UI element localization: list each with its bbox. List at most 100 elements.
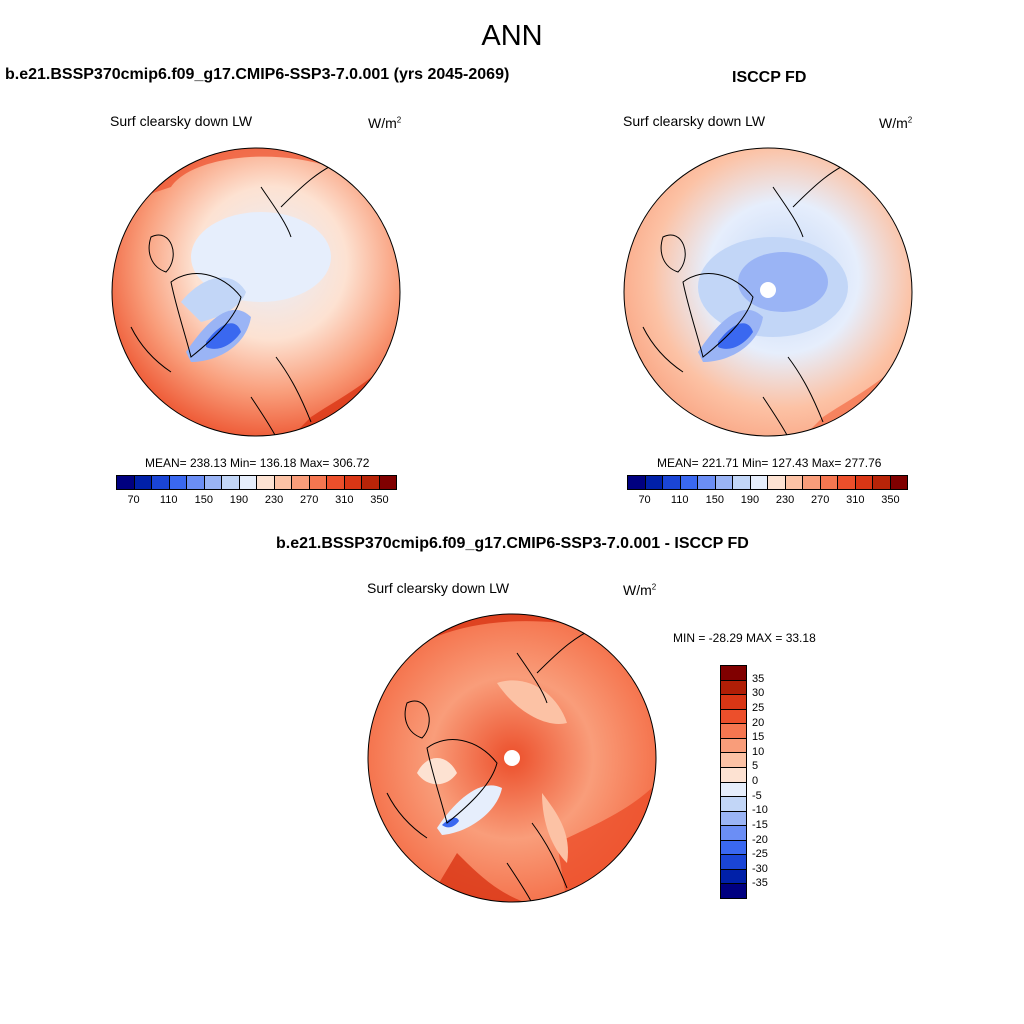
diff-panel-colorbar bbox=[720, 665, 747, 899]
colorbar-swatch bbox=[169, 476, 187, 489]
colorbar-swatch bbox=[721, 811, 746, 827]
colorbar-swatch bbox=[803, 476, 821, 489]
colorbar-tick-label: 150 bbox=[194, 494, 213, 506]
panel-2-colorbar bbox=[627, 475, 908, 490]
panel-2-stats: MEAN= 221.71 Min= 127.43 Max= 277.76 bbox=[657, 456, 882, 470]
colorbar-tick-label: 10 bbox=[752, 745, 765, 758]
panel-1-polar-map bbox=[111, 147, 401, 437]
colorbar-tick-label: 70 bbox=[638, 494, 651, 506]
diff-panel-units: W/m2 bbox=[623, 582, 657, 598]
colorbar-swatch bbox=[785, 476, 803, 489]
diff-panel-colorbar-ticks: 35 30 25 20 15 10 5 0 -5 -10 -15 -20 -25 -30 -35 bbox=[752, 665, 792, 899]
season-title: ANN bbox=[481, 20, 543, 52]
colorbar-swatch bbox=[327, 476, 345, 489]
colorbar-swatch bbox=[187, 476, 205, 489]
colorbar-swatch bbox=[257, 476, 275, 489]
colorbar-swatch bbox=[680, 476, 698, 489]
colorbar-swatch bbox=[698, 476, 716, 489]
colorbar-tick-label: -20 bbox=[752, 833, 768, 846]
colorbar-tick-label: 310 bbox=[335, 494, 354, 506]
colorbar-tick-label: -15 bbox=[752, 818, 768, 831]
colorbar-tick-label: 350 bbox=[370, 494, 389, 506]
colorbar-swatch bbox=[344, 476, 362, 489]
panel-2-variable: Surf clearsky down LW bbox=[623, 113, 766, 129]
colorbar-swatch bbox=[721, 855, 746, 870]
colorbar-tick-label: -30 bbox=[752, 862, 768, 875]
colorbar-swatch bbox=[721, 869, 746, 885]
colorbar-swatch bbox=[721, 884, 746, 898]
colorbar-swatch bbox=[379, 476, 396, 489]
colorbar-swatch bbox=[645, 476, 663, 489]
colorbar-swatch bbox=[733, 476, 751, 489]
colorbar-tick-label: 150 bbox=[705, 494, 724, 506]
colorbar-swatch bbox=[721, 767, 746, 783]
colorbar-tick-label: 110 bbox=[670, 494, 689, 506]
panel-1-units: W/m2 bbox=[368, 115, 402, 131]
colorbar-tick-label: 0 bbox=[752, 775, 759, 787]
colorbar-tick-label: 70 bbox=[127, 494, 140, 506]
colorbar-swatch bbox=[721, 695, 746, 710]
colorbar-tick-label: -35 bbox=[752, 877, 768, 890]
colorbar-swatch bbox=[134, 476, 152, 489]
colorbar-tick-label: -25 bbox=[752, 848, 768, 861]
panel-2-colorbar-ticks: 70 110 150 190 230 270 310 350 bbox=[627, 494, 908, 510]
colorbar-swatch bbox=[274, 476, 292, 489]
colorbar-tick-label: 190 bbox=[229, 494, 249, 506]
colorbar-swatch bbox=[239, 476, 257, 489]
colorbar-tick-label: 15 bbox=[752, 731, 765, 744]
colorbar-tick-label: 230 bbox=[775, 494, 795, 506]
colorbar-tick-label: 270 bbox=[300, 494, 319, 506]
diff-panel-title: b.e21.BSSP370cmip6.f09_g17.CMIP6-SSP3-7.… bbox=[276, 535, 749, 552]
colorbar-tick-label: -5 bbox=[752, 789, 762, 802]
panel-2-units: W/m2 bbox=[879, 115, 913, 131]
colorbar-swatch bbox=[768, 476, 786, 489]
colorbar-tick-label: 5 bbox=[752, 760, 759, 773]
colorbar-swatch bbox=[309, 476, 327, 489]
panel-1-variable: Surf clearsky down LW bbox=[110, 113, 253, 129]
colorbar-tick-label: 30 bbox=[752, 687, 765, 700]
colorbar-swatch bbox=[838, 476, 856, 489]
colorbar-tick-label: 310 bbox=[846, 494, 865, 506]
colorbar-tick-label: 230 bbox=[264, 494, 284, 506]
colorbar-swatch bbox=[890, 476, 907, 489]
colorbar-swatch bbox=[721, 666, 746, 681]
colorbar-tick-label: 20 bbox=[752, 716, 765, 729]
panel-1-title: b.e21.BSSP370cmip6.f09_g17.CMIP6-SSP3-7.… bbox=[5, 66, 510, 83]
diff-panel-variable: Surf clearsky down LW bbox=[367, 580, 510, 596]
colorbar-swatch bbox=[663, 476, 681, 489]
colorbar-tick-label: -10 bbox=[752, 804, 768, 817]
colorbar-swatch bbox=[873, 476, 891, 489]
colorbar-tick-label: 350 bbox=[881, 494, 900, 506]
panel-2-title: ISCCP FD bbox=[732, 69, 807, 86]
colorbar-swatch bbox=[721, 782, 746, 798]
colorbar-swatch bbox=[721, 709, 746, 725]
colorbar-swatch bbox=[362, 476, 380, 489]
diff-panel-stats: MIN = -28.29 MAX = 33.18 bbox=[673, 631, 816, 645]
colorbar-swatch bbox=[721, 826, 746, 841]
colorbar-tick-label: 35 bbox=[752, 672, 765, 685]
colorbar-tick-label: 270 bbox=[811, 494, 830, 506]
panel-1-stats: MEAN= 238.13 Min= 136.18 Max= 306.72 bbox=[145, 456, 370, 470]
colorbar-swatch bbox=[721, 680, 746, 696]
diff-panel-polar-map bbox=[367, 613, 657, 903]
colorbar-swatch bbox=[204, 476, 222, 489]
panel-1-colorbar bbox=[116, 475, 397, 490]
colorbar-swatch bbox=[117, 476, 135, 489]
colorbar-tick-label: 25 bbox=[752, 701, 765, 714]
colorbar-swatch bbox=[721, 738, 746, 754]
colorbar-swatch bbox=[628, 476, 646, 489]
colorbar-swatch bbox=[855, 476, 873, 489]
colorbar-swatch bbox=[292, 476, 310, 489]
colorbar-swatch bbox=[152, 476, 170, 489]
colorbar-swatch bbox=[721, 724, 746, 739]
colorbar-swatch bbox=[750, 476, 768, 489]
panel-2-polar-map bbox=[623, 147, 913, 437]
colorbar-swatch bbox=[721, 797, 746, 812]
colorbar-swatch bbox=[820, 476, 838, 489]
colorbar-tick-label: 190 bbox=[740, 494, 760, 506]
colorbar-swatch bbox=[222, 476, 240, 489]
colorbar-swatch bbox=[721, 840, 746, 856]
colorbar-swatch bbox=[715, 476, 733, 489]
panel-1-colorbar-ticks: 70 110 150 190 230 270 310 350 bbox=[116, 494, 397, 510]
colorbar-swatch bbox=[721, 753, 746, 768]
